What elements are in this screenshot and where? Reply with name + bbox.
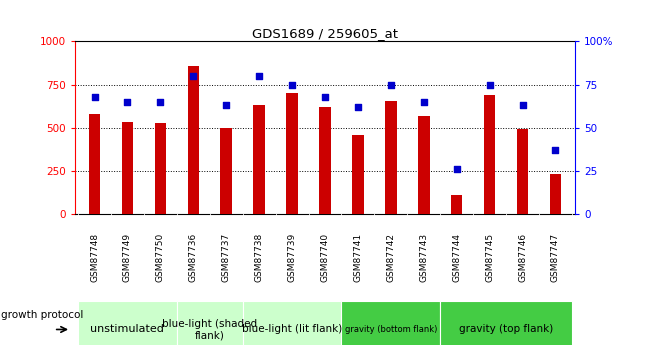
Text: GSM87749: GSM87749 <box>123 233 132 282</box>
Bar <box>385 101 396 214</box>
Bar <box>517 129 528 214</box>
Text: GSM87744: GSM87744 <box>452 233 462 282</box>
Bar <box>242 301 341 345</box>
Point <box>452 166 462 172</box>
Text: GSM87738: GSM87738 <box>255 233 264 282</box>
Point <box>188 73 198 79</box>
Bar <box>89 114 100 214</box>
Bar <box>418 116 430 214</box>
Point <box>254 73 265 79</box>
Text: unstimulated: unstimulated <box>90 325 164 334</box>
Bar <box>484 95 495 214</box>
Text: GSM87736: GSM87736 <box>188 233 198 282</box>
Text: GSM87750: GSM87750 <box>156 233 165 282</box>
Text: gravity (bottom flank): gravity (bottom flank) <box>344 325 437 334</box>
Text: blue-light (lit flank): blue-light (lit flank) <box>242 325 342 334</box>
Text: GSM87739: GSM87739 <box>287 233 296 282</box>
Point <box>221 102 231 108</box>
Text: GSM87745: GSM87745 <box>485 233 494 282</box>
Text: blue-light (shaded
flank): blue-light (shaded flank) <box>162 319 257 340</box>
Point <box>484 82 495 87</box>
Bar <box>440 301 572 345</box>
Bar <box>352 135 364 214</box>
Point <box>89 94 99 99</box>
Text: GSM87741: GSM87741 <box>354 233 363 282</box>
Bar <box>341 301 440 345</box>
Bar <box>155 123 166 214</box>
Title: GDS1689 / 259605_at: GDS1689 / 259605_at <box>252 27 398 40</box>
Bar <box>550 174 561 214</box>
Bar <box>286 93 298 214</box>
Bar <box>451 195 462 214</box>
Point <box>517 102 528 108</box>
Bar <box>188 66 199 214</box>
Text: growth protocol: growth protocol <box>1 310 84 320</box>
Bar <box>220 128 232 214</box>
Point <box>122 99 133 105</box>
Text: gravity (top flank): gravity (top flank) <box>459 325 553 334</box>
Text: GSM87747: GSM87747 <box>551 233 560 282</box>
Point <box>385 82 396 87</box>
Bar <box>254 105 265 214</box>
Point <box>320 94 330 99</box>
Point <box>155 99 166 105</box>
Text: GSM87742: GSM87742 <box>386 233 395 282</box>
Text: GSM87748: GSM87748 <box>90 233 99 282</box>
Bar <box>78 301 177 345</box>
Bar <box>122 122 133 214</box>
Text: GSM87740: GSM87740 <box>320 233 330 282</box>
Point <box>419 99 429 105</box>
Point <box>287 82 297 87</box>
Text: GSM87746: GSM87746 <box>518 233 527 282</box>
Text: GSM87737: GSM87737 <box>222 233 231 282</box>
Bar <box>319 107 331 214</box>
Bar <box>177 301 242 345</box>
Point <box>551 147 561 153</box>
Text: GSM87743: GSM87743 <box>419 233 428 282</box>
Point <box>353 104 363 110</box>
